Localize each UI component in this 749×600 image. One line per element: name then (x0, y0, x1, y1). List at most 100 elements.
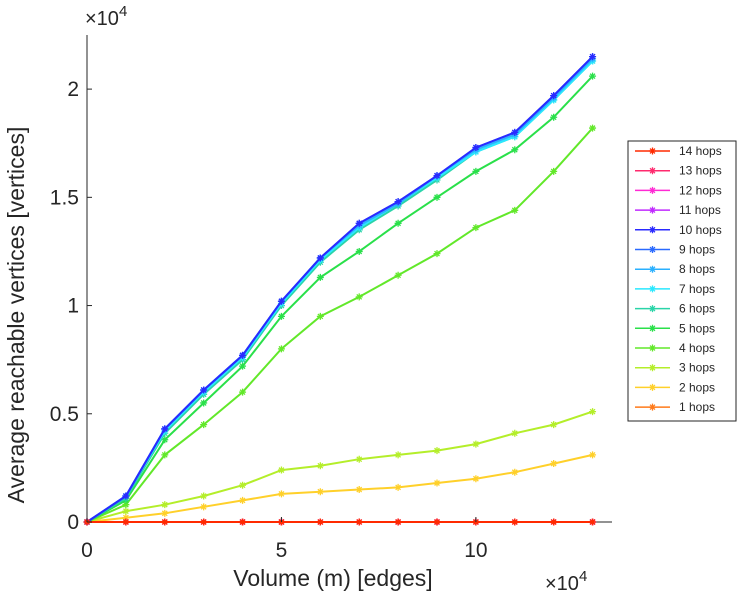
legend-item: 10 hops (635, 223, 722, 237)
x-multiplier-exp: 4 (579, 568, 587, 585)
data-point (472, 475, 480, 483)
legend-marker (649, 246, 656, 253)
series-group (83, 53, 597, 526)
data-point (200, 503, 208, 511)
y-tick-label: 1 (67, 295, 79, 318)
data-point (550, 167, 558, 175)
y-multiplier-base: ×10 (85, 8, 119, 30)
data-point (511, 468, 519, 476)
data-point (122, 492, 130, 500)
legend-marker (649, 147, 656, 155)
plot-area: 0 5 10 0 0.5 1 1.5 2 (50, 35, 612, 562)
legend-item: 9 hops (635, 243, 715, 257)
legend-item: 11 hops (635, 203, 721, 217)
legend-marker (649, 383, 656, 391)
data-point (433, 479, 441, 487)
data-point (589, 72, 597, 80)
data-point (239, 362, 247, 370)
data-point (161, 425, 169, 433)
data-point (589, 451, 597, 459)
data-point (316, 254, 324, 262)
data-point (355, 293, 363, 301)
data-point (161, 509, 169, 517)
data-point (550, 113, 558, 121)
legend-marker (649, 206, 656, 214)
data-point (316, 312, 324, 320)
legend-marker (649, 167, 656, 175)
legend-label: 8 hops (679, 262, 715, 276)
data-point (433, 250, 441, 258)
data-point (161, 518, 169, 526)
data-point (239, 388, 247, 396)
legend-marker (649, 324, 656, 332)
legend-item: 6 hops (635, 302, 715, 316)
data-point (550, 518, 558, 526)
data-point (472, 224, 480, 232)
data-point (589, 518, 597, 526)
x-multiplier-base: ×10 (545, 573, 579, 595)
legend-label: 7 hops (679, 282, 715, 296)
legend-items: 14 hops 13 hops 12 hops 11 hops 10 hops 9 hop… (635, 144, 722, 414)
y-tick-label: 2 (67, 78, 79, 101)
data-point (316, 488, 324, 496)
legend-marker (649, 186, 656, 194)
y-axis-multiplier: ×104 (85, 3, 127, 30)
x-tick-label: 0 (81, 539, 93, 562)
legend-item: 4 hops (635, 341, 715, 355)
data-point (550, 460, 558, 468)
series-line (86, 55, 594, 523)
legend-label: 11 hops (679, 203, 721, 217)
legend-label: 3 hops (679, 361, 715, 375)
data-point (355, 486, 363, 494)
data-point (277, 345, 285, 353)
data-point (122, 518, 130, 526)
data-point (472, 144, 480, 152)
data-point (161, 501, 169, 509)
y-tick-label: 0.5 (50, 403, 79, 426)
legend-item: 3 hops (635, 361, 715, 375)
legend-item: 1 hops (635, 400, 715, 414)
legend-item: 13 hops (635, 164, 722, 178)
data-point (239, 351, 247, 359)
data-point (122, 507, 130, 515)
legend-label: 10 hops (679, 223, 722, 237)
data-point (316, 462, 324, 470)
data-point (355, 219, 363, 227)
legend-item: 5 hops (635, 321, 715, 335)
legend-label: 5 hops (679, 321, 715, 335)
series-line (86, 453, 593, 523)
data-point (511, 429, 519, 437)
data-point (277, 312, 285, 320)
legend-marker (649, 364, 656, 372)
data-point (589, 124, 597, 132)
legend-item: 2 hops (635, 380, 715, 394)
data-point (511, 128, 519, 136)
data-point (161, 451, 169, 459)
data-point (316, 518, 324, 526)
data-point (277, 490, 285, 498)
data-point (394, 271, 402, 279)
data-point (239, 481, 247, 489)
data-point (550, 421, 558, 429)
series-5-hops (83, 72, 597, 526)
series-line (86, 60, 594, 523)
legend-label: 2 hops (679, 380, 715, 394)
y-tick-label: 1.5 (50, 186, 79, 209)
data-point (394, 219, 402, 227)
legend-marker (649, 403, 656, 411)
legend-marker (649, 305, 656, 313)
series-line (86, 75, 594, 523)
x-axis-label: Volume (m) [edges] (233, 565, 432, 591)
data-point (589, 53, 597, 61)
data-point (277, 466, 285, 474)
data-point (355, 455, 363, 463)
series-3-hops (83, 408, 597, 526)
data-point (433, 193, 441, 201)
legend: 14 hops 13 hops 12 hops 11 hops 10 hops 9 hop… (627, 140, 737, 422)
legend-marker (649, 265, 656, 273)
series-8-hops (83, 55, 597, 526)
series-line (86, 127, 594, 523)
series-10-hops (83, 53, 597, 526)
legend-item: 14 hops (635, 144, 722, 158)
